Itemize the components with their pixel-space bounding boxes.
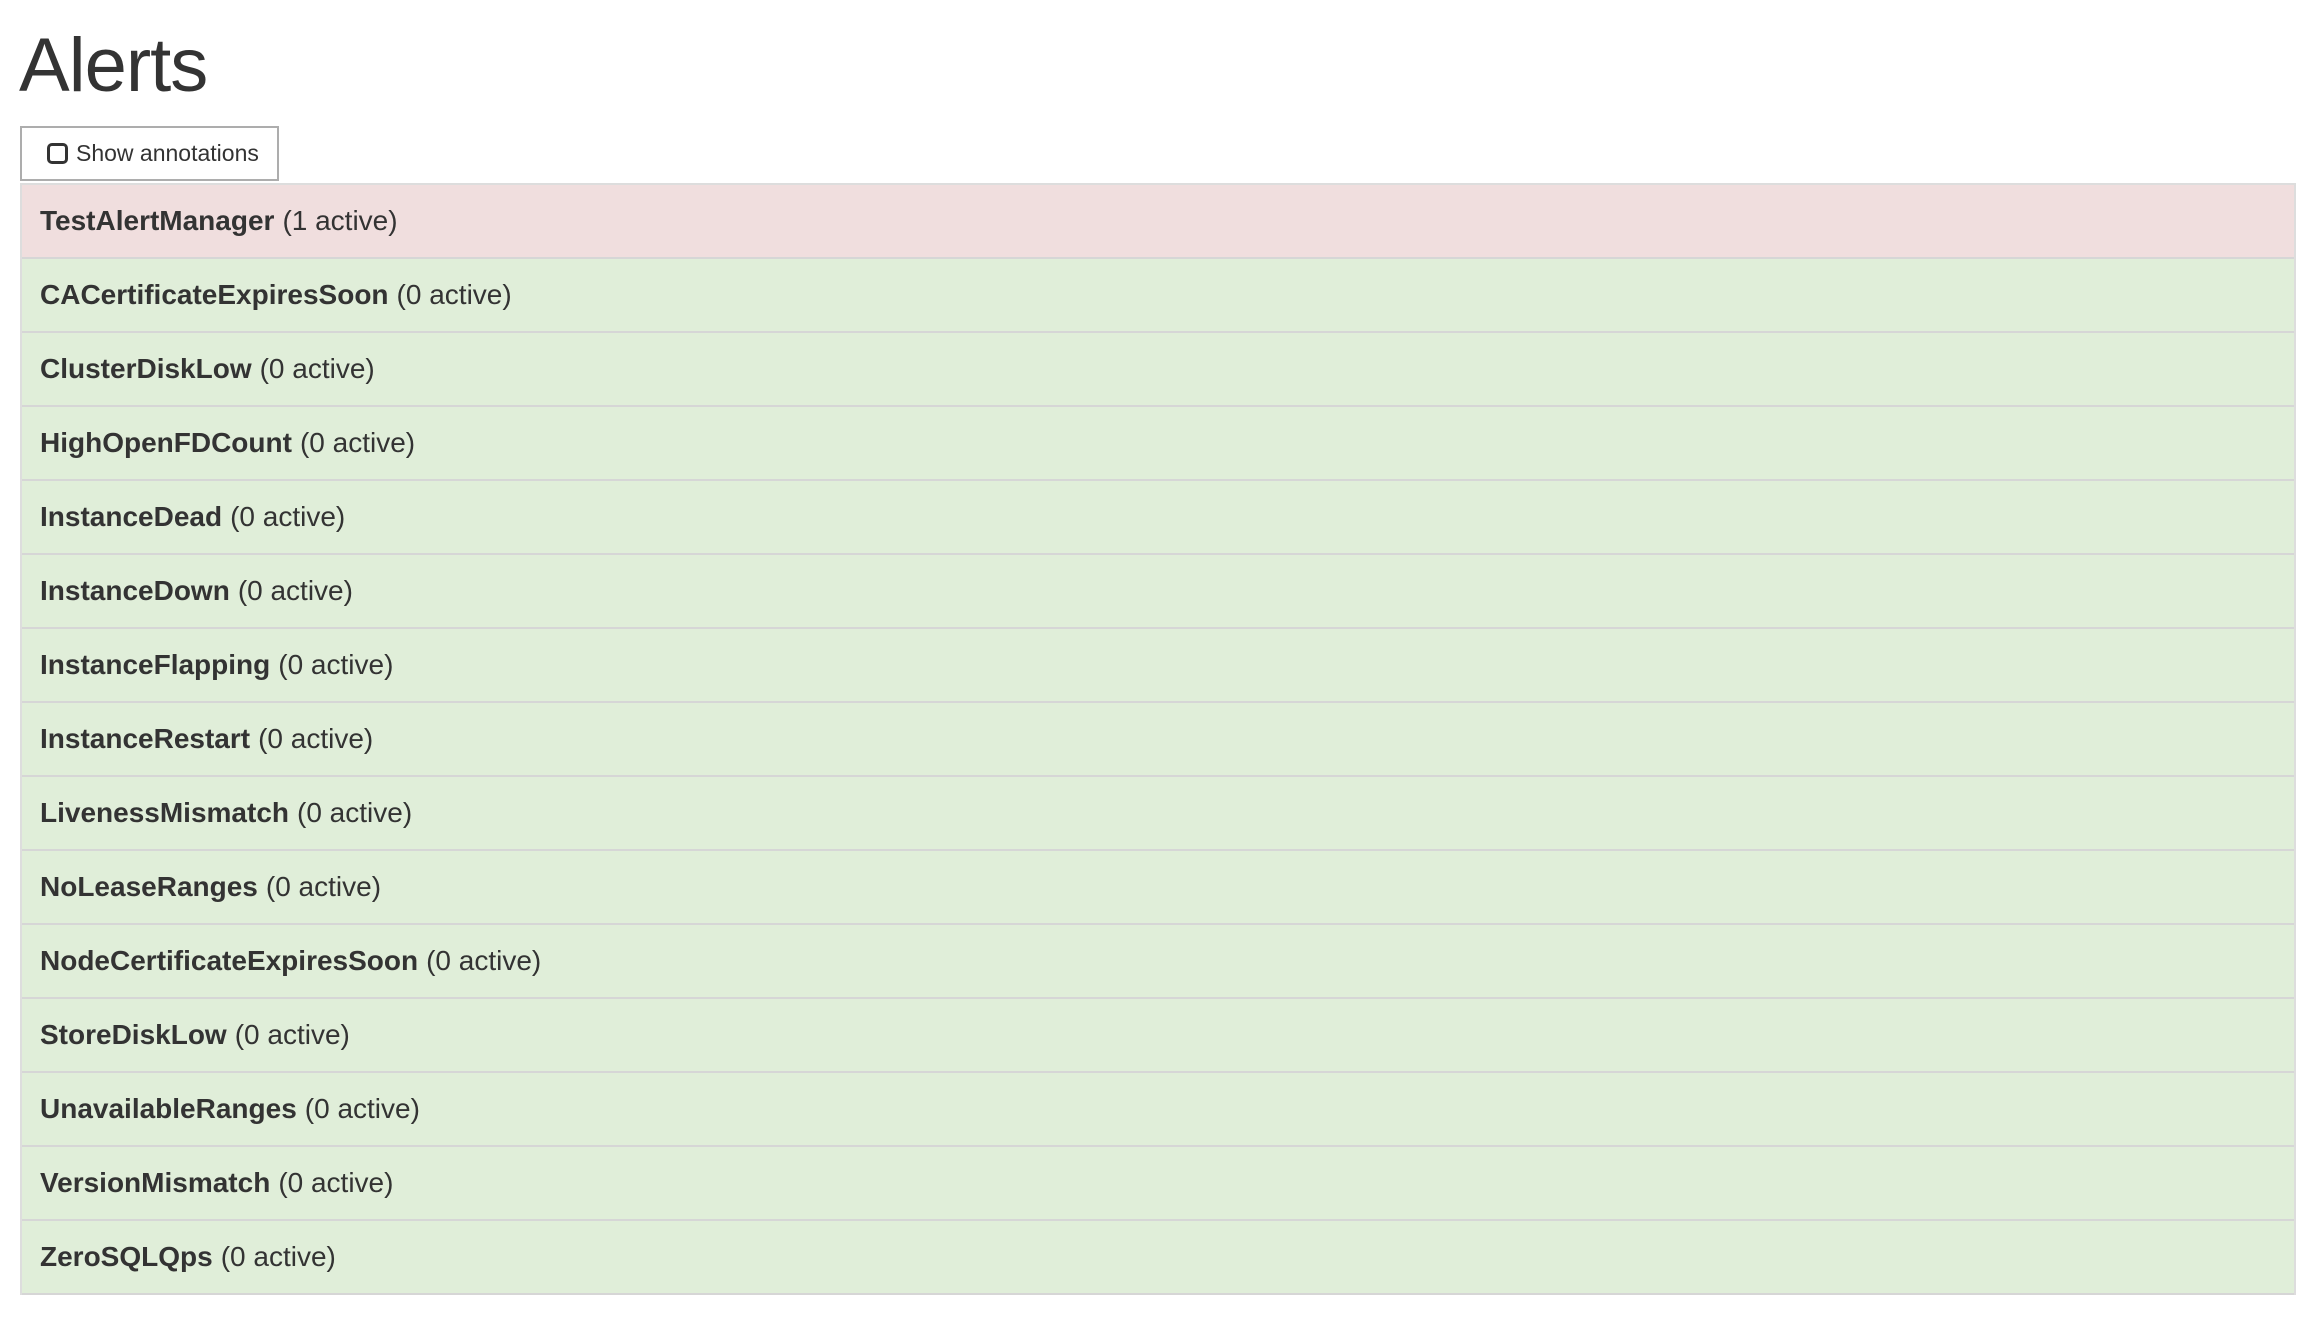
- checkbox-icon[interactable]: [47, 143, 68, 164]
- alert-row[interactable]: UnavailableRanges (0 active): [22, 1073, 2294, 1147]
- alert-name: ClusterDiskLow: [40, 353, 252, 384]
- alert-row[interactable]: InstanceDown (0 active): [22, 555, 2294, 629]
- alert-active-count: (0 active): [237, 575, 353, 606]
- alert-active-count: (0 active): [258, 723, 374, 754]
- alert-name: TestAlertManager: [40, 205, 275, 236]
- alert-name: InstanceDead: [40, 501, 223, 532]
- alert-name: InstanceFlapping: [40, 649, 271, 680]
- alert-active-count: (0 active): [299, 427, 416, 458]
- alert-row[interactable]: NodeCertificateExpiresSoon (0 active): [22, 925, 2294, 999]
- alert-row[interactable]: InstanceRestart (0 active): [22, 703, 2294, 777]
- alert-active-count: (0 active): [304, 1093, 420, 1124]
- alert-active-count: (0 active): [426, 945, 542, 976]
- alert-active-count: (0 active): [278, 1167, 394, 1198]
- alert-name: InstanceDown: [40, 575, 230, 606]
- alert-name: InstanceRestart: [40, 723, 251, 754]
- alert-row[interactable]: InstanceFlapping (0 active): [22, 629, 2294, 703]
- alert-row[interactable]: ClusterDiskLow (0 active): [22, 333, 2294, 407]
- page-title: Alerts: [19, 23, 208, 108]
- alert-row[interactable]: StoreDiskLow (0 active): [22, 999, 2294, 1073]
- alert-name: ZeroSQLQps: [40, 1241, 213, 1272]
- alert-list: TestAlertManager (1 active) CACertificateE…: [20, 183, 2296, 1295]
- alert-active-count: (0 active): [259, 353, 375, 384]
- alert-name: NoLeaseRanges: [40, 871, 258, 902]
- alert-row[interactable]: TestAlertManager (1 active): [22, 185, 2294, 259]
- alert-name: StoreDiskLow: [40, 1019, 227, 1050]
- alert-row[interactable]: CACertificateExpiresSoon (0 active): [22, 259, 2294, 333]
- alert-row[interactable]: InstanceDead (0 active): [22, 481, 2294, 555]
- alert-row[interactable]: LivenessMismatch (0 active): [22, 777, 2294, 851]
- alert-active-count: (0 active): [278, 649, 394, 680]
- alert-name: NodeCertificateExpiresSoon: [40, 945, 419, 976]
- alert-active-count: (0 active): [230, 501, 346, 532]
- show-annotations-label: Show annotations: [76, 140, 259, 166]
- alert-active-count: (1 active): [282, 205, 398, 236]
- alert-name: UnavailableRanges: [40, 1093, 297, 1124]
- alert-row[interactable]: ZeroSQLQps (0 active): [22, 1221, 2294, 1295]
- alert-active-count: (0 active): [265, 871, 382, 902]
- alert-row[interactable]: VersionMismatch (0 active): [22, 1147, 2294, 1221]
- alert-active-count: (0 active): [396, 279, 512, 310]
- alert-name: HighOpenFDCount: [40, 427, 292, 458]
- alert-name: CACertificateExpiresSoon: [40, 279, 389, 310]
- alert-active-count: (0 active): [297, 797, 413, 828]
- alert-name: VersionMismatch: [40, 1167, 271, 1198]
- alert-active-count: (0 active): [220, 1241, 336, 1272]
- show-annotations-toggle[interactable]: Show annotations: [20, 126, 279, 181]
- alert-row[interactable]: NoLeaseRanges (0 active): [22, 851, 2294, 925]
- alert-name: LivenessMismatch: [40, 797, 289, 828]
- alert-row[interactable]: HighOpenFDCount (0 active): [22, 407, 2294, 481]
- alert-active-count: (0 active): [234, 1019, 350, 1050]
